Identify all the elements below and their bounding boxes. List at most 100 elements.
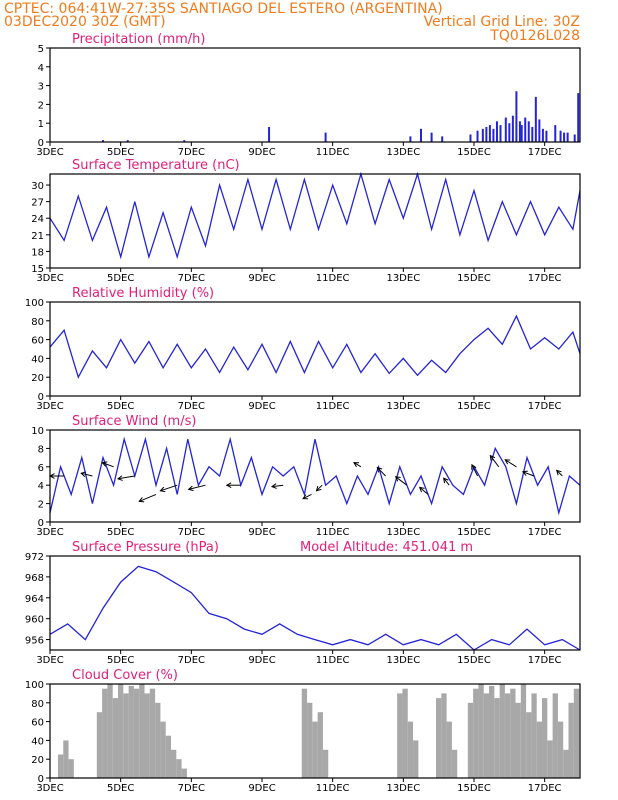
x-tick-label: 9DEC xyxy=(248,783,275,794)
cloud-bar xyxy=(478,684,484,778)
panel-frame-cloud xyxy=(49,683,581,779)
y-tick-label: 3 xyxy=(38,82,44,93)
x-tick-label: 7DEC xyxy=(178,655,205,666)
cloud-bar xyxy=(144,693,150,778)
cloud-bar xyxy=(397,693,403,778)
y-tick-label: 30 xyxy=(31,181,44,192)
cloud-bar xyxy=(181,768,187,778)
y-tick-label: 4 xyxy=(38,63,44,74)
precip-bar xyxy=(102,140,104,142)
cloud-bar xyxy=(557,721,564,778)
header-station: CPTEC: 064:41W-27:35S SANTIAGO DEL ESTER… xyxy=(4,1,443,17)
y-tick-label: 100 xyxy=(25,298,44,309)
precip-bar xyxy=(527,121,530,142)
precip-bar xyxy=(524,117,527,142)
x-tick-label: 15DEC xyxy=(457,147,491,158)
wind-arrow xyxy=(443,477,450,486)
y-tick-label: 27 xyxy=(31,198,44,209)
cloud-bar xyxy=(441,693,447,778)
wind-arrow-head xyxy=(555,469,562,476)
x-tick-label: 11DEC xyxy=(316,783,350,794)
precip-bar xyxy=(520,125,523,142)
x-tick-label: 17DEC xyxy=(528,401,562,412)
cloud-bar xyxy=(446,721,452,778)
cloud-bar xyxy=(107,684,113,778)
wind-arrow xyxy=(504,459,517,468)
wind-arrow-head xyxy=(443,477,449,484)
cloud-bar xyxy=(568,702,574,778)
x-tick-label: 13DEC xyxy=(386,401,420,412)
y-tick-label: 80 xyxy=(31,317,44,328)
cloud-bar xyxy=(118,684,124,778)
cloud-bar xyxy=(547,740,553,778)
x-tick-label: 15DEC xyxy=(457,783,491,794)
wind-arrow xyxy=(316,484,323,492)
cloud-bar xyxy=(483,693,490,778)
wind-arrow-head xyxy=(159,486,166,493)
x-tick-label: 17DEC xyxy=(528,783,562,794)
cloud-bar xyxy=(515,702,521,778)
wind-arrow xyxy=(271,484,284,488)
precip-bar xyxy=(409,136,412,142)
x-tick-label: 13DEC xyxy=(386,527,420,538)
y-tick-label: 2 xyxy=(38,100,44,111)
precip-bar xyxy=(324,132,327,142)
cloud-bar xyxy=(436,698,442,778)
y-tick-label: 20 xyxy=(31,373,44,384)
cloud-bar xyxy=(563,749,569,778)
x-tick-label: 15DEC xyxy=(457,655,491,666)
x-tick-label: 5DEC xyxy=(107,273,134,284)
cloud-bar xyxy=(317,712,323,778)
cloud-bar xyxy=(139,684,145,778)
panel-frame-rh xyxy=(49,301,581,397)
wind-arrow xyxy=(353,462,362,468)
wind-arrow xyxy=(117,475,135,480)
y-tick-label: 0 xyxy=(38,138,44,149)
precip-bar xyxy=(481,128,484,142)
wind-arrow-head xyxy=(418,486,425,493)
panel-title-wind: Surface Wind (m/s) xyxy=(72,414,196,429)
wind-arrow xyxy=(376,467,387,477)
y-tick-label: 10 xyxy=(31,426,44,437)
cloud-bar xyxy=(165,735,172,778)
panel-rh: Relative Humidity (%) 0 20 40 60 80 100 3DEC 5DE… xyxy=(25,286,581,412)
wind-arrow-head xyxy=(521,470,528,476)
y-tick-label: 21 xyxy=(31,231,44,242)
x-tick-label: 3DEC xyxy=(36,273,63,284)
cloud-bar xyxy=(499,684,505,778)
x-tick-label: 9DEC xyxy=(248,655,275,666)
y-tick-label: 0 xyxy=(38,774,44,785)
x-tick-label: 5DEC xyxy=(107,655,134,666)
x-tick-label: 11DEC xyxy=(316,147,350,158)
x-tick-label: 5DEC xyxy=(107,401,134,412)
panel-title-temp: Surface Temperature (nC) xyxy=(72,158,240,173)
precip-bar xyxy=(488,125,491,142)
wind-arrow-head xyxy=(270,483,277,489)
y-tick-label: 0 xyxy=(38,518,44,529)
y-tick-label: 956 xyxy=(25,636,44,647)
cloud-bar xyxy=(536,721,543,778)
cloud-bar xyxy=(160,721,166,778)
precip-bar xyxy=(573,134,576,142)
precip-bar xyxy=(476,130,479,142)
x-tick-label: 3DEC xyxy=(36,783,63,794)
cloud-bar xyxy=(171,749,177,778)
y-tick-label: 15 xyxy=(31,264,44,275)
wind-arrow xyxy=(522,471,535,477)
panel-frame-precip xyxy=(49,47,581,143)
precip-bar xyxy=(545,130,548,142)
x-tick-label: 11DEC xyxy=(316,527,350,538)
cloud-bar xyxy=(573,688,580,778)
cloud-bar xyxy=(504,693,511,778)
precip-bar xyxy=(563,132,566,142)
temp-line xyxy=(49,171,581,260)
header-grid-note: Vertical Grid Line: 30Z xyxy=(424,14,580,30)
panel-title-pressure: Surface Pressure (hPa) xyxy=(72,540,219,555)
x-tick-label: 17DEC xyxy=(528,273,562,284)
wind-arrow-head xyxy=(138,497,145,503)
y-tick-label: 60 xyxy=(31,336,44,347)
header-date: 03DEC2020 30Z (GMT) xyxy=(4,14,166,30)
x-tick-label: 15DEC xyxy=(457,401,491,412)
y-tick-label: 24 xyxy=(31,214,44,225)
